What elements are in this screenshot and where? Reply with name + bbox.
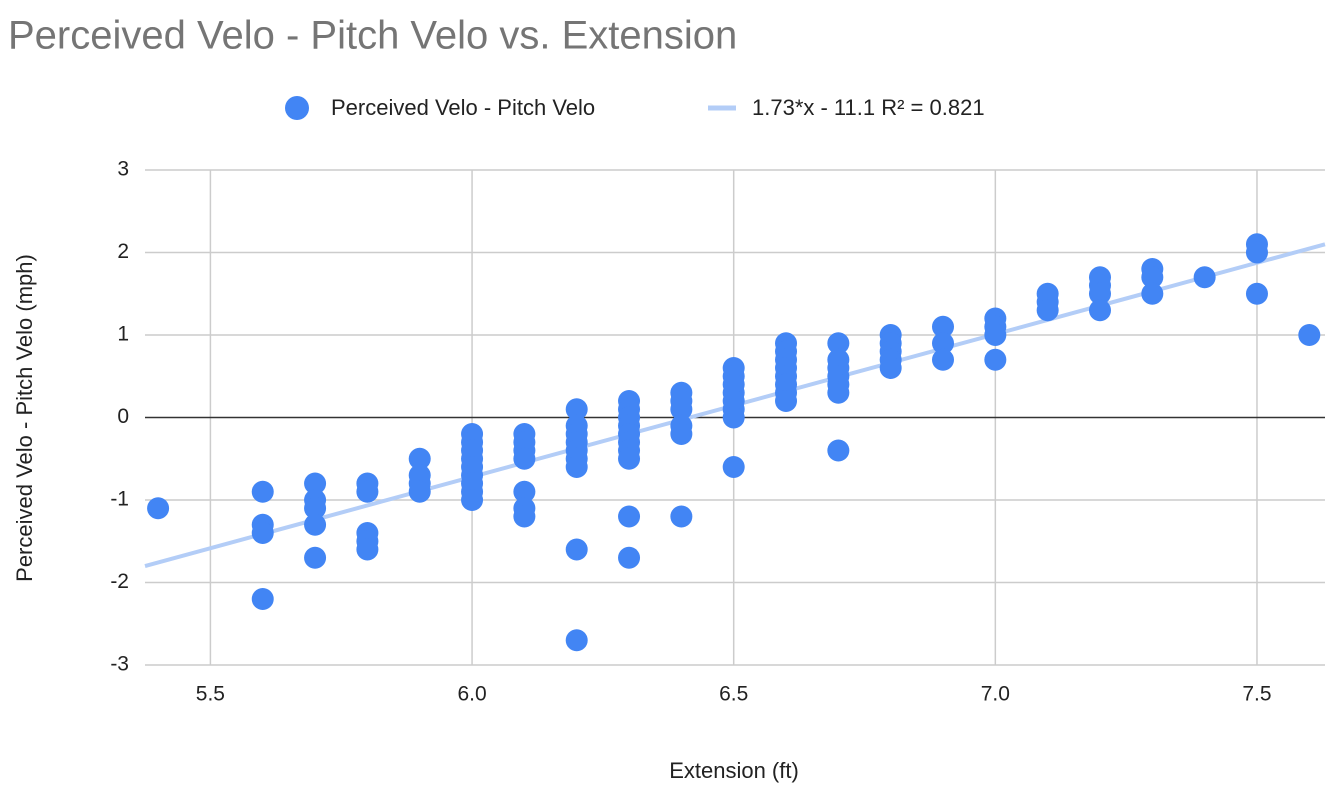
point [1141, 266, 1164, 289]
point [1088, 282, 1111, 305]
y-tick-label: -3 [110, 653, 129, 676]
point [827, 381, 850, 404]
point [565, 538, 588, 561]
legend-label: Perceived Velo - Pitch Velo [331, 95, 595, 120]
point [722, 406, 745, 429]
point [1245, 241, 1268, 264]
point [304, 513, 327, 536]
point [827, 332, 850, 355]
point [618, 546, 641, 569]
point [618, 505, 641, 528]
point [408, 480, 431, 503]
point [932, 315, 955, 338]
point [408, 447, 431, 470]
legend-marker [285, 96, 309, 120]
x-axis-label: Extension (ft) [669, 758, 799, 783]
point [984, 324, 1007, 346]
x-tick-label: 6.0 [457, 683, 486, 706]
x-tick-label: 7.5 [1242, 683, 1271, 706]
point [775, 390, 798, 412]
point [565, 629, 588, 652]
point [879, 357, 902, 379]
y-axis-label: Perceived Velo - Pitch Velo (mph) [12, 254, 37, 582]
point [1298, 324, 1321, 346]
point [304, 472, 327, 495]
y-tick-label: 0 [117, 405, 129, 428]
y-tick-label: 2 [117, 240, 129, 263]
point [1141, 282, 1164, 305]
point [722, 456, 745, 478]
point [670, 423, 693, 445]
x-tick-label: 6.5 [719, 683, 748, 706]
x-tick-label: 5.5 [196, 683, 225, 706]
y-tick-label: 3 [117, 158, 129, 181]
point [356, 538, 379, 561]
y-tick-label: -2 [110, 570, 129, 593]
point [461, 489, 484, 511]
point [932, 332, 955, 355]
point [147, 497, 170, 520]
point [1088, 299, 1111, 322]
point [304, 497, 327, 520]
point [251, 522, 274, 544]
point [1245, 282, 1268, 305]
point [827, 439, 850, 462]
point [513, 505, 536, 528]
x-tick-label: 7.0 [981, 683, 1010, 706]
legend-label: 1.73*x - 11.1 R² = 0.821 [752, 95, 985, 120]
point [356, 480, 379, 503]
point [513, 480, 536, 503]
y-tick-label: 1 [117, 323, 129, 346]
point [251, 588, 274, 610]
point [251, 480, 274, 503]
point [1036, 299, 1059, 322]
point [984, 348, 1007, 371]
point [304, 546, 327, 569]
point [1193, 266, 1216, 289]
chart-title: Perceived Velo - Pitch Velo vs. Extensio… [8, 14, 737, 58]
point [565, 398, 588, 421]
point [932, 348, 955, 371]
point [670, 398, 693, 421]
point [670, 505, 693, 528]
point [513, 447, 536, 470]
y-tick-label: -1 [110, 488, 129, 511]
point [565, 456, 588, 478]
point [618, 447, 641, 470]
